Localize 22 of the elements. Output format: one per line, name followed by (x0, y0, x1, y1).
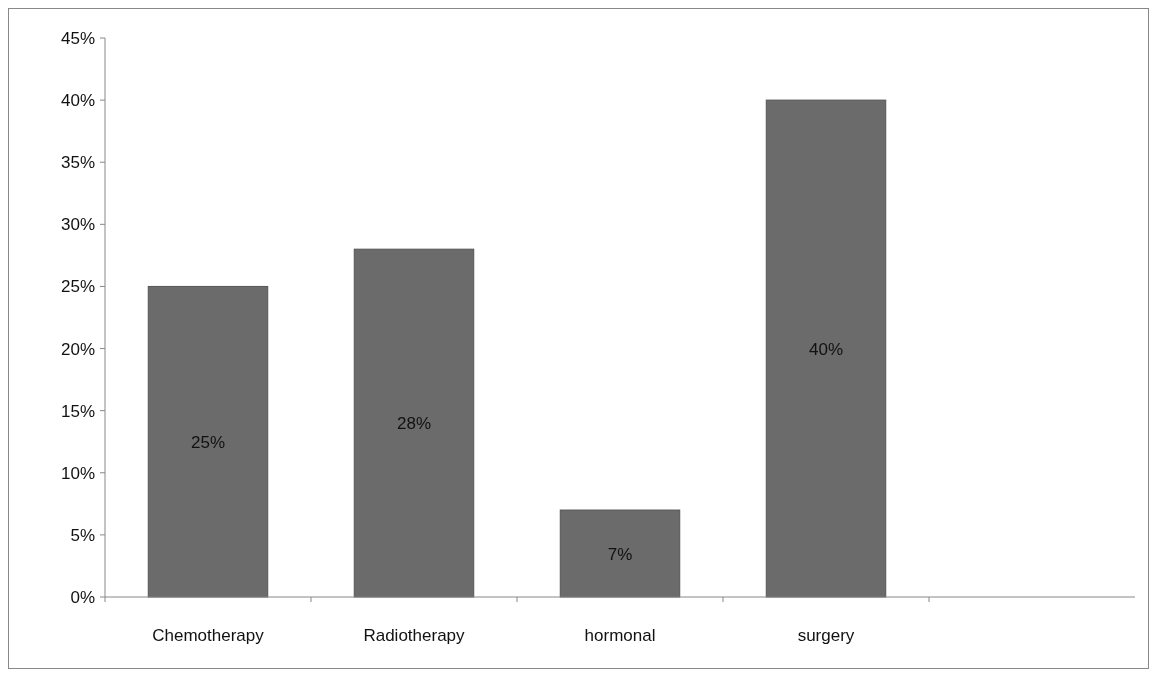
data-label: 40% (808, 339, 844, 359)
y-tick-label: 5% (70, 525, 95, 545)
y-tick-label: 35% (60, 153, 95, 173)
y-tick-label: 10% (60, 463, 95, 483)
data-label: 28% (396, 414, 432, 434)
x-tick-label: surgery (797, 626, 855, 645)
y-tick-label: 15% (60, 401, 95, 421)
bar (559, 509, 681, 598)
y-tick-label: 45% (60, 29, 95, 48)
y-tick-label: 30% (60, 215, 95, 235)
data-label: 25% (190, 432, 226, 452)
data-label: 7% (607, 544, 633, 564)
y-tick-label: 40% (60, 91, 95, 111)
bar (765, 99, 887, 598)
y-tick-label: 0% (70, 588, 95, 607)
x-tick-label: Chemotherapy (152, 626, 265, 645)
x-tick-label: hormonal (584, 626, 656, 645)
bar (353, 248, 475, 598)
y-tick-label: 20% (60, 339, 95, 359)
bar (147, 285, 269, 598)
x-tick-label: Radiotherapy (363, 626, 466, 645)
y-tick-label: 25% (60, 277, 95, 297)
